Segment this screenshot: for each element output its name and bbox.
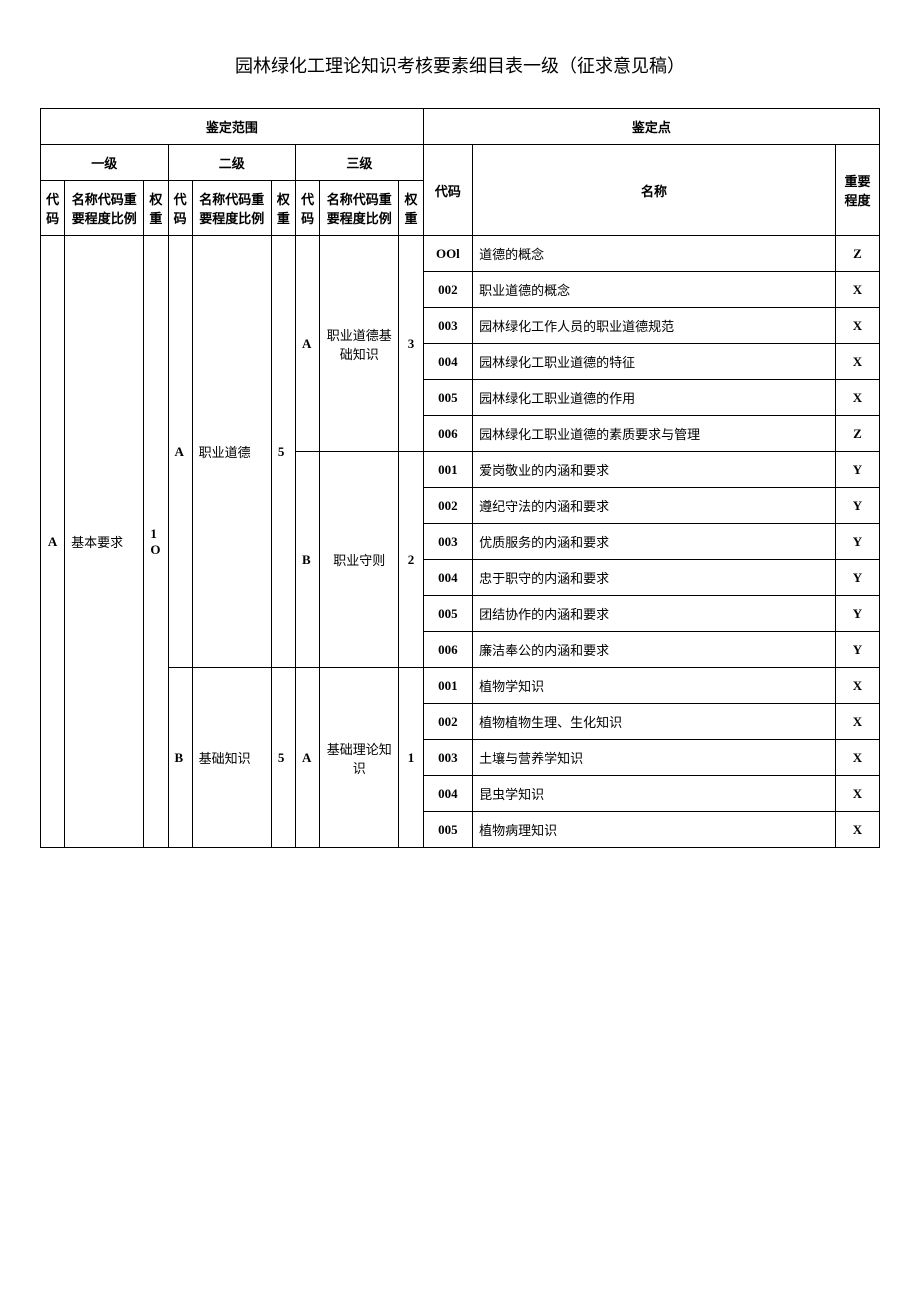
row-imp: Y: [835, 452, 879, 488]
l2-weight-0: 5: [271, 236, 295, 668]
row-imp: X: [835, 344, 879, 380]
row-imp: X: [835, 272, 879, 308]
row-imp: X: [835, 704, 879, 740]
l2-code-0: A: [168, 236, 192, 668]
header-point: 鉴定点: [423, 109, 879, 145]
l2-weight-1: 5: [271, 668, 295, 848]
row-name: 忠于职守的内涵和要求: [473, 560, 836, 596]
header-l1-name: 名称代码重要程度比例: [65, 181, 144, 236]
l1-weight: 1O: [144, 236, 168, 848]
l3-weight-0: 3: [399, 236, 423, 452]
l3-code-2: A: [296, 668, 320, 848]
header-level3: 三级: [296, 145, 424, 181]
row-name: 植物学知识: [473, 668, 836, 704]
row-imp: Y: [835, 560, 879, 596]
l3-name-1: 职业守则: [320, 452, 399, 668]
l3-name-2: 基础理论知识: [320, 668, 399, 848]
l3-name-0: 职业道德基础知识: [320, 236, 399, 452]
table-row: A 基本要求 1O A 职业道德 5 A 职业道德基础知识 3 OOl 道德的概…: [41, 236, 880, 272]
header-l2-code: 代码: [168, 181, 192, 236]
row-name: 道德的概念: [473, 236, 836, 272]
row-name: 植物病理知识: [473, 812, 836, 848]
row-code: 006: [423, 416, 472, 452]
l1-name: 基本要求: [65, 236, 144, 848]
header-code: 代码: [423, 145, 472, 236]
row-code: 003: [423, 524, 472, 560]
row-code: 005: [423, 380, 472, 416]
row-name: 园林绿化工职业道德的素质要求与管理: [473, 416, 836, 452]
row-code: 005: [423, 596, 472, 632]
row-code: 004: [423, 344, 472, 380]
row-code: 006: [423, 632, 472, 668]
row-code: 001: [423, 452, 472, 488]
row-code: 004: [423, 560, 472, 596]
row-code: 003: [423, 740, 472, 776]
row-name: 廉洁奉公的内涵和要求: [473, 632, 836, 668]
row-name: 遵纪守法的内涵和要求: [473, 488, 836, 524]
row-code: 004: [423, 776, 472, 812]
l2-name-0: 职业道德: [192, 236, 271, 668]
row-name: 园林绿化工职业道德的作用: [473, 380, 836, 416]
row-imp: X: [835, 668, 879, 704]
row-imp: X: [835, 380, 879, 416]
row-code: 002: [423, 704, 472, 740]
row-imp: Z: [835, 236, 879, 272]
header-level1: 一级: [41, 145, 169, 181]
header-l3-name: 名称代码重要程度比例: [320, 181, 399, 236]
row-imp: Y: [835, 524, 879, 560]
row-imp: Y: [835, 596, 879, 632]
header-l2-name: 名称代码重要程度比例: [192, 181, 271, 236]
l2-code-1: B: [168, 668, 192, 848]
row-name: 昆虫学知识: [473, 776, 836, 812]
row-imp: X: [835, 776, 879, 812]
row-code: 001: [423, 668, 472, 704]
header-scope: 鉴定范围: [41, 109, 424, 145]
l3-weight-2: 1: [399, 668, 423, 848]
row-name: 团结协作的内涵和要求: [473, 596, 836, 632]
row-imp: Y: [835, 632, 879, 668]
row-code: OOl: [423, 236, 472, 272]
row-imp: Z: [835, 416, 879, 452]
row-name: 爱岗敬业的内涵和要求: [473, 452, 836, 488]
l3-weight-1: 2: [399, 452, 423, 668]
row-name: 优质服务的内涵和要求: [473, 524, 836, 560]
header-l2-weight: 权重: [271, 181, 295, 236]
row-imp: X: [835, 812, 879, 848]
assessment-table: 鉴定范围 鉴定点 一级 二级 三级 代码 名称 重要程度 代码 名称代码重要程度…: [40, 108, 880, 848]
row-imp: X: [835, 740, 879, 776]
row-code: 003: [423, 308, 472, 344]
l2-name-1: 基础知识: [192, 668, 271, 848]
row-imp: Y: [835, 488, 879, 524]
header-l1-code: 代码: [41, 181, 65, 236]
row-name: 土壤与营养学知识: [473, 740, 836, 776]
header-name: 名称: [473, 145, 836, 236]
header-importance: 重要程度: [835, 145, 879, 236]
l1-code: A: [41, 236, 65, 848]
row-code: 005: [423, 812, 472, 848]
l3-code-0: A: [296, 236, 320, 452]
row-name: 园林绿化工职业道德的特征: [473, 344, 836, 380]
header-l3-weight: 权重: [399, 181, 423, 236]
header-l1-weight: 权重: [144, 181, 168, 236]
l3-code-1: B: [296, 452, 320, 668]
row-name: 职业道德的概念: [473, 272, 836, 308]
row-name: 植物植物生理、生化知识: [473, 704, 836, 740]
row-code: 002: [423, 488, 472, 524]
row-imp: X: [835, 308, 879, 344]
row-code: 002: [423, 272, 472, 308]
row-name: 园林绿化工作人员的职业道德规范: [473, 308, 836, 344]
header-l3-code: 代码: [296, 181, 320, 236]
page-title: 园林绿化工理论知识考核要素细目表一级（征求意见稿）: [40, 52, 880, 78]
header-level2: 二级: [168, 145, 296, 181]
